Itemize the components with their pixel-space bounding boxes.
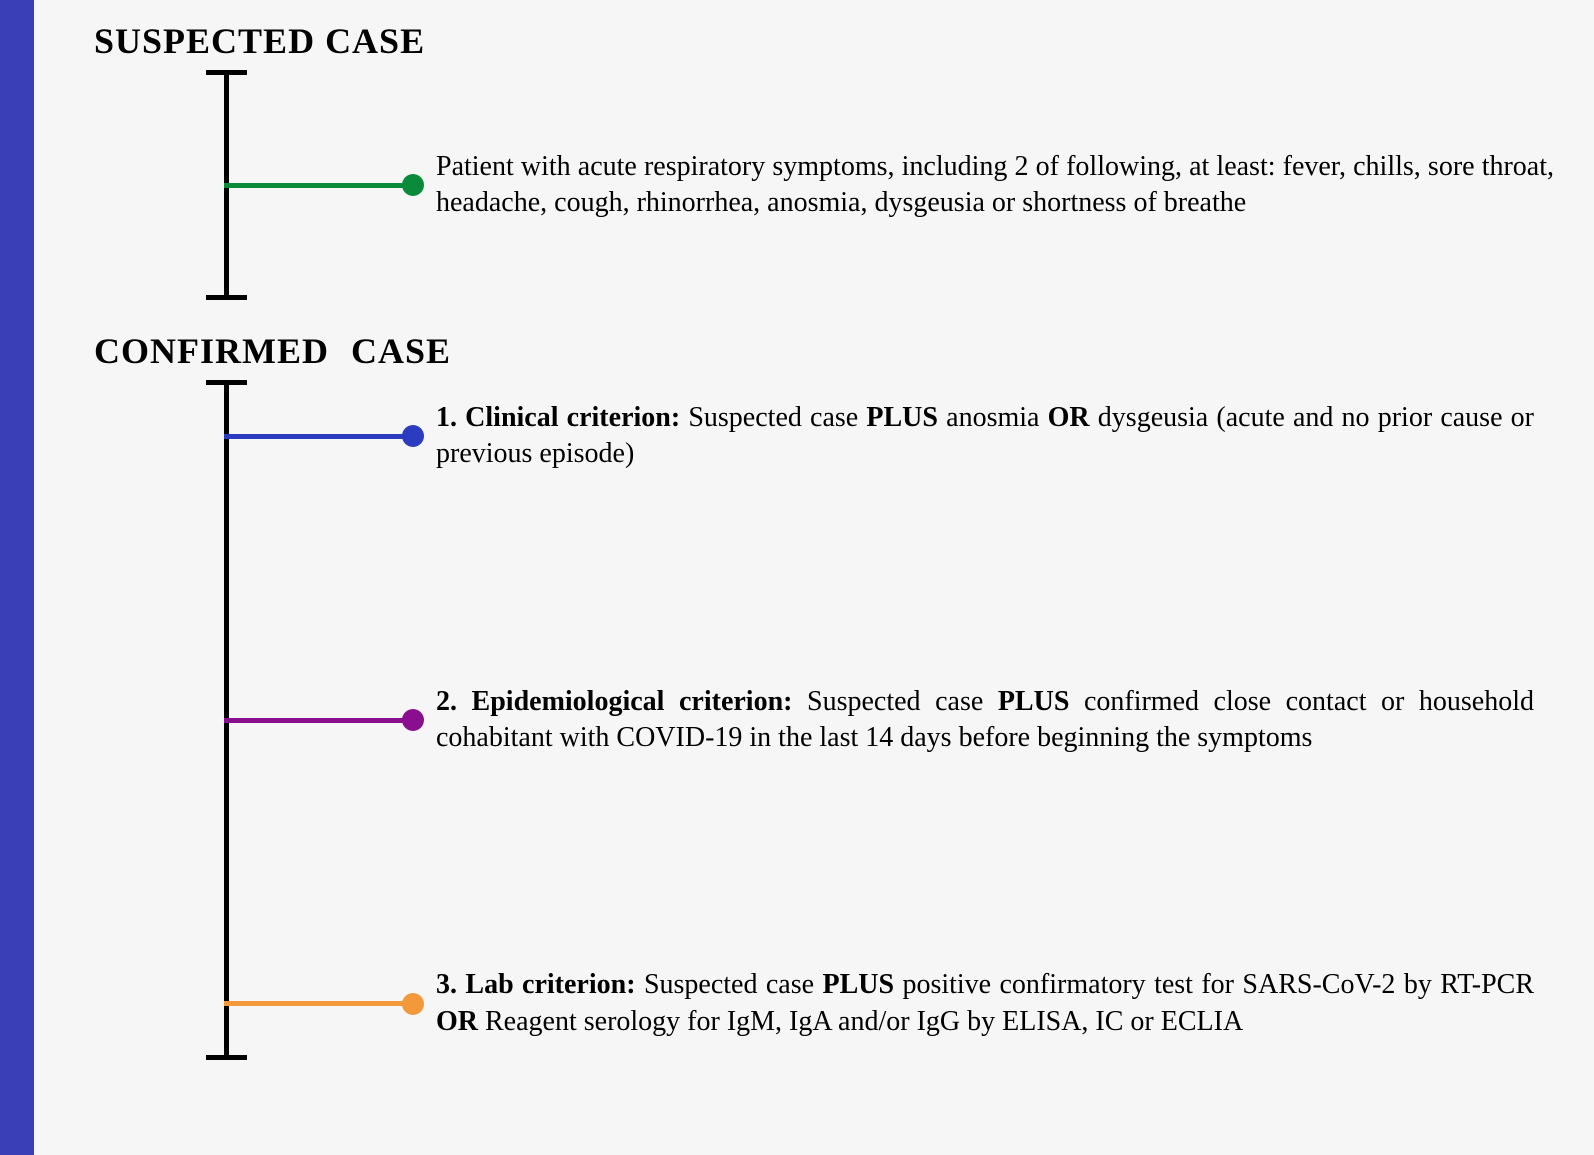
suspected-branch [224,174,424,196]
suspected-item-row: Patient with acute respiratory symptoms,… [224,70,1554,300]
confirmed-branch-1 [224,425,424,447]
confirmed-item-2: 2. Epidemiological criterion: Suspected … [224,684,1554,757]
suspected-branch-line [224,183,404,188]
confirmed-branch-1-dot [402,425,424,447]
confirmed-tree: 1. Clinical criterion: Suspected case PL… [224,380,1554,1060]
suspected-tree: Patient with acute respiratory symptoms,… [224,70,1554,300]
confirmed-branch-2-line [224,718,404,723]
confirmed-branch-3 [224,993,424,1015]
confirmed-item-1-text: 1. Clinical criterion: Suspected case PL… [424,400,1554,473]
suspected-branch-dot [402,174,424,196]
confirmed-branch-3-line [224,1001,404,1006]
confirmed-branch-2 [224,709,424,731]
left-accent-bar [0,0,34,1155]
confirmed-item-3: 3. Lab criterion: Suspected case PLUS po… [224,967,1554,1040]
suspected-heading: SUSPECTED CASE [94,20,1554,62]
confirmed-branch-2-dot [402,709,424,731]
confirmed-item-1: 1. Clinical criterion: Suspected case PL… [224,400,1554,473]
diagram-content: SUSPECTED CASE Patient with acute respir… [34,0,1594,1155]
confirmed-heading: CONFIRMED CASE [94,330,1554,372]
confirmed-branch-1-line [224,434,404,439]
confirmed-item-3-text: 3. Lab criterion: Suspected case PLUS po… [424,967,1554,1040]
suspected-description: Patient with acute respiratory symptoms,… [424,149,1554,222]
confirmed-items: 1. Clinical criterion: Suspected case PL… [224,380,1554,1060]
confirmed-item-2-text: 2. Epidemiological criterion: Suspected … [424,684,1554,757]
confirmed-branch-3-dot [402,993,424,1015]
